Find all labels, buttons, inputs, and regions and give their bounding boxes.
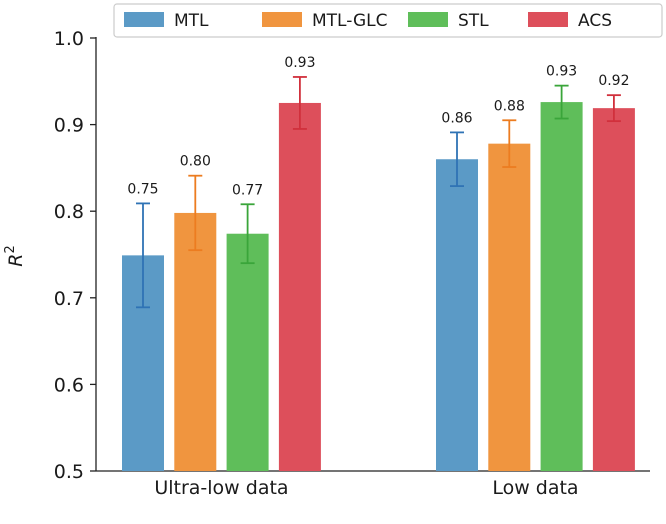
- y-tick-label: 0.5: [54, 461, 84, 483]
- legend-box: [113, 3, 663, 38]
- y-tick-label: 1.0: [54, 28, 84, 50]
- bar-stl: [540, 102, 583, 472]
- data-label: 0.77: [232, 182, 263, 198]
- legend-swatch-stl: [408, 12, 448, 27]
- bar-stl: [226, 233, 269, 471]
- data-label: 0.80: [180, 154, 211, 170]
- legend-label: STL: [458, 11, 489, 31]
- data-label: 0.88: [494, 98, 525, 114]
- data-label: 0.93: [284, 55, 315, 71]
- legend-swatch-mtl: [124, 12, 164, 27]
- y-tick-label: 0.8: [54, 201, 84, 223]
- y-tick-label: 0.7: [54, 288, 84, 310]
- y-tick-label: 0.9: [54, 115, 84, 137]
- bars: 0.75 0.80 0.77 0.93 0.86 0.88 0.93 0.92: [122, 55, 635, 472]
- bar-mtl-glc: [488, 143, 531, 472]
- bar-mtl-glc: [174, 212, 217, 471]
- bar-acs: [278, 102, 321, 471]
- x-category-label: Low data: [492, 477, 578, 499]
- y-tick-label: 0.6: [54, 374, 84, 396]
- legend-label: ACS: [578, 11, 612, 31]
- legend-swatch-acs: [528, 12, 568, 27]
- legend: MTL MTL-GLC STL ACS: [113, 3, 663, 38]
- data-label: 0.86: [441, 110, 472, 126]
- legend-label: MTL: [174, 11, 209, 31]
- data-label: 0.93: [546, 64, 577, 80]
- data-label: 0.92: [598, 73, 629, 89]
- axes: 0.5 0.6 0.7 0.8 0.9 1.0 R2 Ultra-low data Low da…: [3, 28, 650, 499]
- legend-swatch-mtl-glc: [262, 12, 302, 27]
- y-axis-label: R2: [3, 245, 27, 266]
- data-label: 0.75: [127, 181, 158, 197]
- x-category-label: Ultra-low data: [154, 477, 288, 499]
- legend-label: MTL-GLC: [312, 11, 388, 31]
- bar-acs: [592, 108, 635, 471]
- bar-mtl: [436, 159, 478, 472]
